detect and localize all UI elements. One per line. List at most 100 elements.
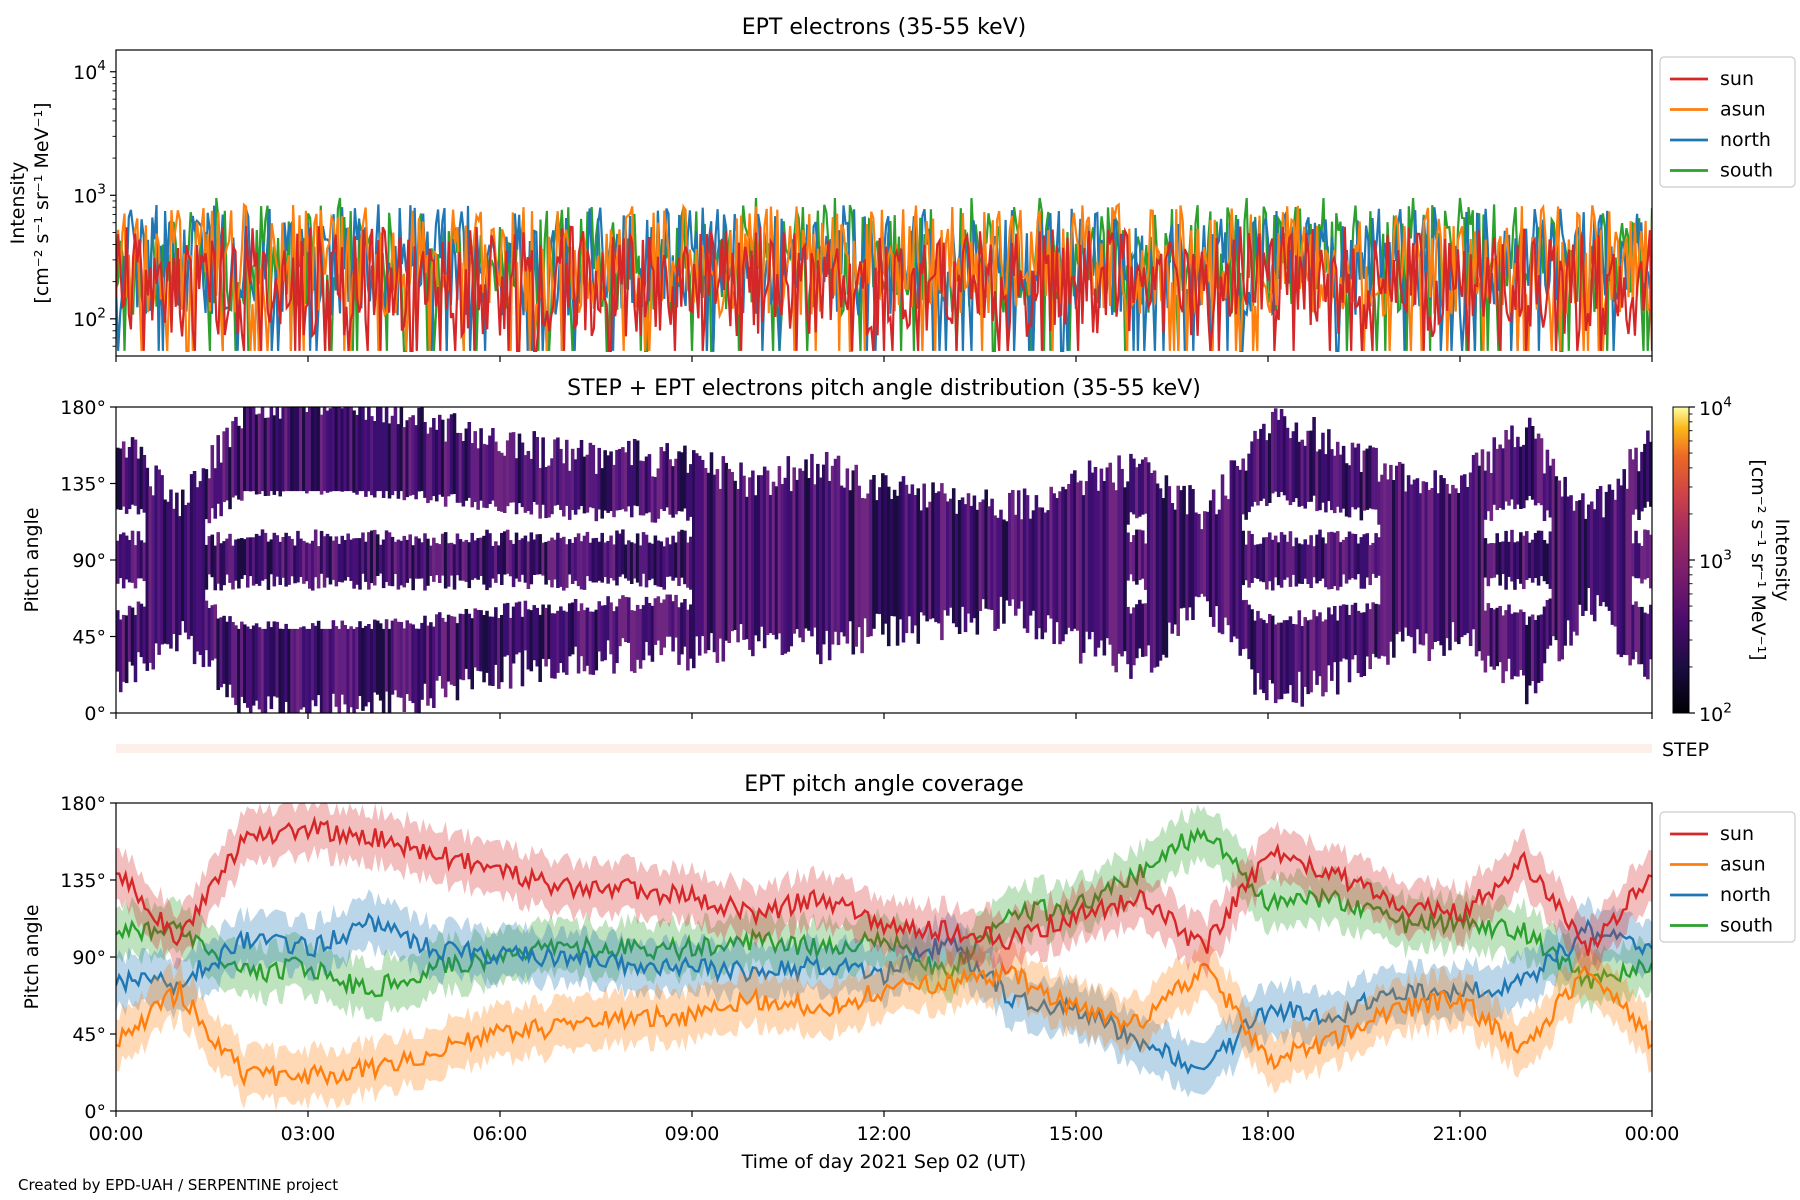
heatmap-cell: [1167, 486, 1172, 623]
heatmap-cell: [751, 470, 755, 657]
heatmap-cell: [1303, 617, 1307, 687]
heatmap-cell: [1501, 541, 1505, 575]
colorbar-label: Intensity: [1771, 519, 1793, 602]
heatmap-cell: [116, 610, 120, 672]
heatmap-cell: [455, 432, 460, 503]
heatmap-cell: [1294, 422, 1299, 499]
heatmap-cell: [1076, 482, 1080, 631]
heatmap-cell: [473, 540, 477, 579]
heatmap-cell: [1504, 430, 1508, 502]
heatmap-cell: [727, 468, 731, 643]
series-line-asun: [116, 961, 1652, 1088]
heatmap-cell: [538, 468, 542, 519]
heatmap-cell: [237, 628, 241, 713]
heatmap-cell: [222, 431, 226, 503]
legend-label-south: south: [1720, 915, 1773, 937]
heatmap-cell: [1262, 423, 1266, 499]
heatmap-cell: [564, 544, 569, 588]
heatmap-cell: [399, 407, 404, 492]
heatmap-cell: [1542, 540, 1547, 582]
heatmap-cell: [455, 533, 460, 576]
heatmap-cell: [819, 477, 823, 665]
heatmap-cell: [337, 543, 342, 582]
heatmap-cell: [511, 606, 516, 664]
heatmap-cell: [1073, 470, 1077, 629]
heatmap-cell: [1430, 488, 1435, 650]
heatmap-cell: [1270, 539, 1275, 591]
heatmap-cell: [1330, 531, 1334, 589]
heatmap-cell: [721, 456, 726, 662]
heatmap-cell: [272, 621, 277, 697]
heatmap-cell: [1282, 534, 1287, 580]
heatmap-cell: [1040, 507, 1045, 640]
heatmap-cell: [686, 609, 690, 671]
heatmap-cell: [591, 445, 596, 509]
heatmap-cell: [358, 621, 362, 696]
heatmap-cell: [494, 541, 498, 583]
credit-text: Created by EPD-UAH / SERPENTINE project: [18, 1176, 339, 1194]
panel1-ytick-label: 103: [73, 182, 106, 208]
heatmap-cell: [1002, 519, 1006, 624]
heatmap-cell: [305, 412, 309, 494]
heatmap-cell: [260, 628, 265, 713]
heatmap-cell: [1631, 543, 1635, 577]
heatmap-cell: [556, 532, 560, 588]
heatmap-cell: [331, 407, 336, 492]
heatmap-cell: [1129, 542, 1133, 575]
heatmap-cell: [789, 491, 794, 647]
heatmap-cell: [1327, 532, 1331, 590]
heatmap-cell: [254, 414, 259, 495]
heatmap-cell: [290, 407, 294, 492]
heatmap-cell: [919, 510, 923, 613]
heatmap-cell: [1256, 544, 1260, 579]
heatmap-cell: [482, 535, 486, 585]
heatmap-cell: [1247, 530, 1251, 588]
heatmap-cell: [535, 437, 539, 505]
heatmap-cell: [452, 616, 457, 686]
heatmap-cell: [1374, 533, 1378, 578]
heatmap-cell: [290, 538, 294, 577]
heatmap-cell: [677, 451, 681, 512]
heatmap-cell: [526, 541, 531, 589]
heatmap-cell: [827, 481, 832, 661]
heatmap-cell: [1604, 491, 1609, 607]
heatmap-cell: [337, 628, 342, 713]
heatmap-cell: [1498, 444, 1502, 508]
heatmap-cell: [1155, 483, 1160, 667]
heatmap-cell: [692, 450, 696, 669]
series-band-asun: [116, 938, 1652, 1111]
heatmap-cell: [1330, 449, 1334, 511]
heatmap-cell: [804, 459, 808, 629]
heatmap-cell: [564, 611, 569, 675]
heatmap-cell: [405, 620, 410, 695]
heatmap-cell: [1554, 476, 1559, 641]
heatmap-cell: [248, 628, 253, 713]
series-line-north: [116, 912, 1652, 1076]
heatmap-cell: [762, 466, 767, 649]
heatmap-cell: [384, 407, 389, 492]
heatmap-cell: [606, 455, 610, 513]
heatmap-cell: [284, 623, 288, 702]
heatmap-cell: [251, 625, 256, 706]
heatmap-cell: [1265, 537, 1269, 590]
heatmap-cell: [641, 605, 646, 661]
heatmap-cell: [1223, 495, 1228, 618]
heatmap-cell: [559, 606, 563, 664]
heatmap-cell: [136, 601, 141, 653]
heatmap-cell: [370, 530, 374, 584]
heatmap-cell: [1359, 472, 1364, 521]
heatmap-cell: [240, 621, 244, 697]
heatmap-cell: [1344, 604, 1349, 660]
heatmap-cell: [600, 532, 604, 583]
panel1-ylabel: Intensity: [7, 162, 29, 245]
heatmap-cell: [1055, 498, 1059, 623]
heatmap-cell: [455, 623, 460, 701]
heatmap-cell: [139, 540, 144, 579]
heatmap-cell: [910, 484, 915, 634]
series-line-sun: [116, 815, 1652, 956]
heatmap-cell: [172, 508, 176, 634]
heatmap-cell: [550, 458, 554, 515]
heatmap-cell: [1288, 616, 1293, 686]
heatmap-cell: [1445, 484, 1449, 639]
heatmap-cell: [1185, 514, 1189, 621]
